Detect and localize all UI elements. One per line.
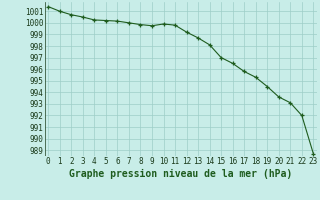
X-axis label: Graphe pression niveau de la mer (hPa): Graphe pression niveau de la mer (hPa): [69, 169, 292, 179]
